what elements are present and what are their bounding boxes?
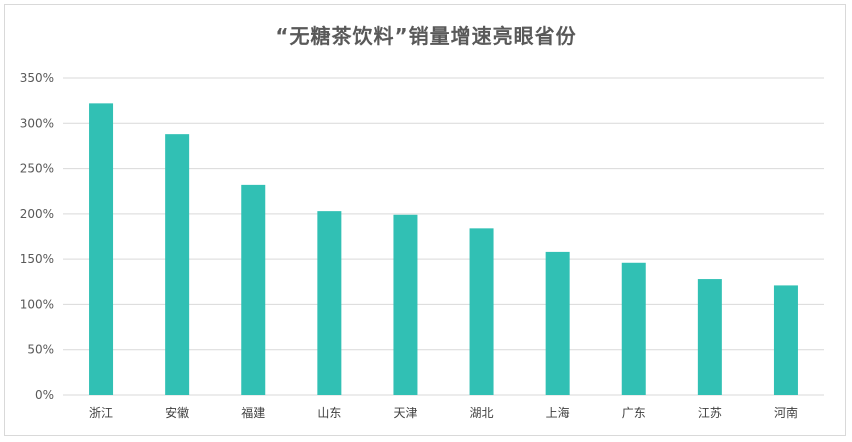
x-tick-label: 福建 — [241, 405, 265, 420]
bar-天津 — [393, 214, 418, 395]
bars — [89, 103, 798, 396]
x-tick-label: 湖北 — [470, 405, 494, 420]
bar-湖北 — [469, 228, 494, 395]
chart-title: “无糖茶饮料”销量增速亮眼省份 — [275, 24, 577, 48]
bar-山东 — [317, 211, 342, 395]
x-tick-label: 天津 — [393, 406, 417, 420]
y-axis: 0% 50% 100% 150% 200% 250% 300% 350% — [20, 71, 54, 402]
bar-广东 — [621, 262, 646, 395]
bar-福建 — [241, 184, 266, 395]
y-tick-label: 200% — [20, 207, 54, 221]
x-tick-label: 上海 — [546, 405, 570, 420]
y-tick-label: 100% — [20, 297, 54, 311]
bar-上海 — [545, 251, 570, 395]
y-tick-label: 150% — [20, 252, 54, 266]
bar-江苏 — [697, 279, 722, 395]
x-tick-label: 河南 — [774, 405, 798, 420]
x-tick-label: 山东 — [317, 406, 341, 420]
gridlines — [63, 77, 824, 396]
y-tick-label: 50% — [27, 343, 54, 357]
x-axis: 浙江 安徽 福建 山东 天津 湖北 上海 广东 江苏 河南 — [89, 405, 798, 420]
y-tick-label: 250% — [20, 162, 54, 176]
y-tick-label: 0% — [35, 388, 54, 402]
x-tick-label: 安徽 — [165, 405, 189, 420]
bar-浙江 — [89, 103, 114, 396]
x-tick-label: 浙江 — [89, 406, 113, 420]
bar-河南 — [773, 285, 798, 395]
x-tick-label: 广东 — [622, 406, 646, 420]
y-tick-label: 300% — [20, 116, 54, 130]
x-tick-label: 江苏 — [698, 406, 722, 420]
bar-安徽 — [165, 134, 190, 395]
y-tick-label: 350% — [20, 71, 54, 85]
